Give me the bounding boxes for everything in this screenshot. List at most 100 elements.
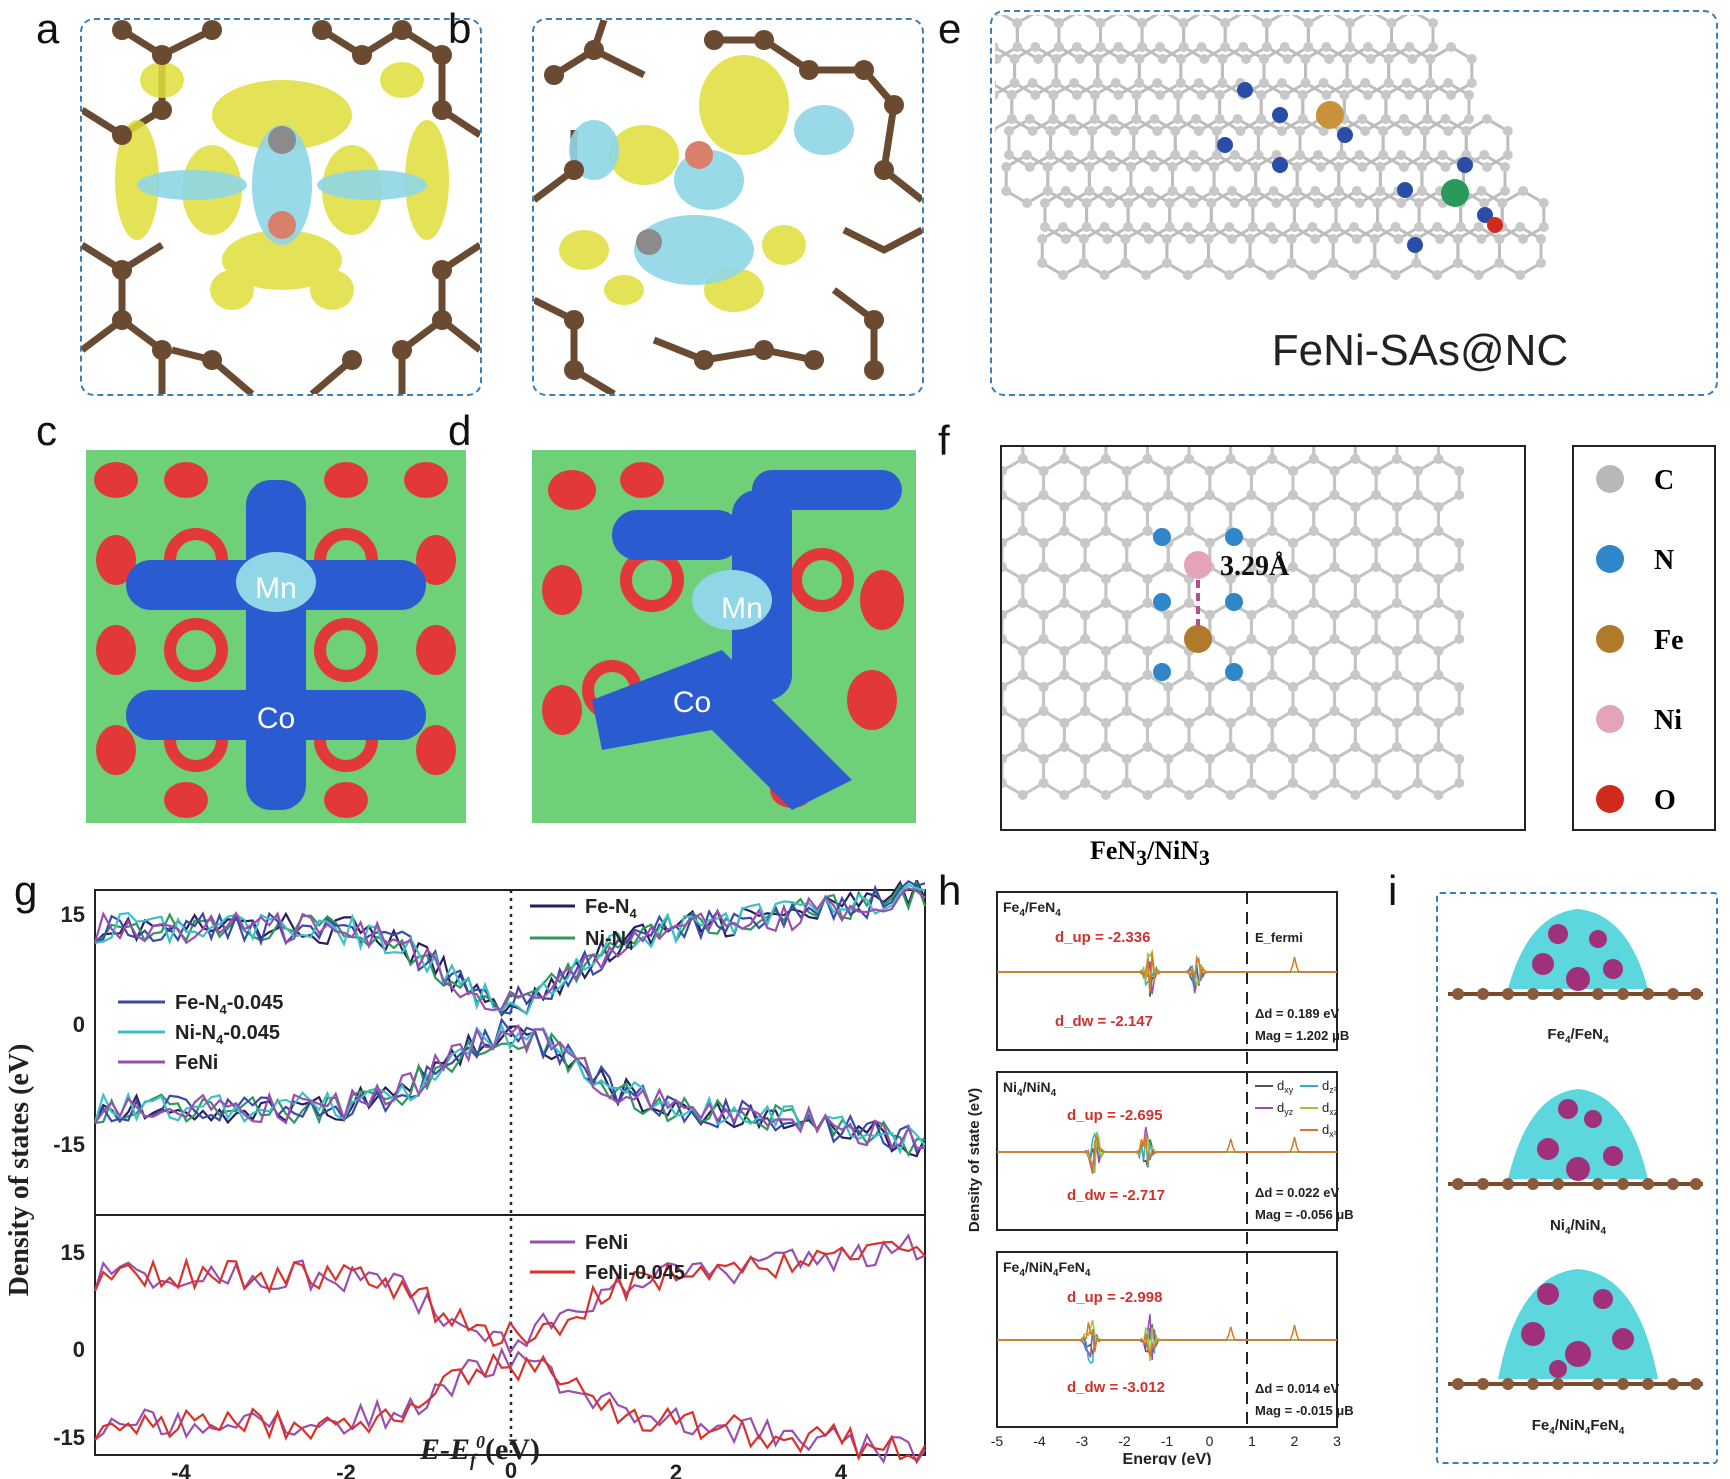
i-structure-1 — [1448, 909, 1703, 1000]
fenisas-caption: FeNi-SAs@NC — [1272, 326, 1568, 375]
svg-text:dxy: dxy — [1277, 1078, 1294, 1095]
g-bottom-axes — [94, 1214, 926, 1456]
legend-o-label: O — [1654, 785, 1676, 816]
svg-text:0: 0 — [1206, 1433, 1214, 1449]
panel-i-frame — [1436, 892, 1718, 1464]
svg-text:-4: -4 — [171, 1460, 191, 1479]
panel-label-i: i — [1388, 867, 1398, 914]
panel-b-frame — [532, 18, 924, 396]
mn-label-c: Mn — [255, 572, 297, 605]
legend-fe-label: Fe — [1654, 625, 1684, 656]
g-leg-fen4-0045: Fe-N4-0.045 — [175, 992, 283, 1017]
legend-fe-swatch — [1596, 625, 1624, 653]
h3-delta: Δd = 0.014 eV — [1255, 1381, 1339, 1396]
legend-items: C N Fe Ni O — [1596, 465, 1684, 816]
g-leg-feni-0045: FeNi-0.045 — [585, 1262, 685, 1284]
panel-label-f: f — [938, 417, 950, 464]
co-label-c: Co — [257, 702, 295, 735]
svg-text:4: 4 — [835, 1460, 848, 1479]
panel-e-structure: FeNi-SAs@NC — [995, 15, 1568, 375]
h2-ddw: d_dw = -2.717 — [1067, 1187, 1165, 1204]
panel-label-d: d — [448, 407, 472, 454]
h3-mag: Mag = -0.015 μB — [1255, 1403, 1354, 1418]
svg-text:-2: -2 — [336, 1460, 356, 1479]
co-label-d: Co — [673, 686, 711, 719]
panel-label-e: e — [938, 5, 962, 52]
svg-text:-15: -15 — [53, 1132, 85, 1157]
svg-text:-3: -3 — [1076, 1433, 1089, 1449]
h3-dup: d_up = -2.998 — [1067, 1289, 1162, 1306]
h1-mag: Mag = 1.202 μB — [1255, 1028, 1349, 1043]
i2-label: Ni4/NiN4 — [1550, 1217, 1607, 1237]
svg-text:0: 0 — [73, 1012, 85, 1037]
panel-a-charge-density — [82, 20, 480, 394]
panel-h-pdos-chart: Fe4/FeN4 Ni4/NiN4 Fe4/NiN4FeN4 d_up = -2… — [966, 891, 1354, 1465]
svg-text:0: 0 — [505, 1458, 517, 1479]
panel-f-structure: 3.29Å — [1002, 447, 1465, 800]
h1-delta: Δd = 0.189 eV — [1255, 1006, 1339, 1021]
svg-text:3: 3 — [1333, 1433, 1341, 1449]
legend-n-label: N — [1654, 545, 1674, 576]
i3-label: Fe4/NiN4FeN4 — [1532, 1417, 1625, 1437]
i-structure-2 — [1448, 1089, 1703, 1190]
svg-text:-5: -5 — [991, 1433, 1004, 1449]
h2-title: Ni4/NiN4 — [1003, 1079, 1057, 1099]
h-ylabel: Density of state (eV) — [966, 1088, 983, 1232]
legend-ni-swatch — [1596, 705, 1624, 733]
g-leg-nin4-0045: Ni-N4-0.045 — [175, 1022, 280, 1047]
legend-n-swatch — [1596, 545, 1624, 573]
mn-label-d: Mn — [721, 592, 763, 625]
svg-text:2: 2 — [1291, 1433, 1299, 1449]
i1-label: Fe4/FeN4 — [1547, 1026, 1609, 1046]
panel-d-elf-map: Mn Co — [532, 450, 916, 823]
panel-g-dos-chart: 15 0 -15 15 0 -15 -4 -2 0 2 4 Fe-N4 Ni-N4 Fe-N4-… — [4, 880, 927, 1479]
distance-label: 3.29Å — [1220, 551, 1290, 582]
panel-label-g: g — [14, 867, 38, 914]
panel-f-frame — [1000, 445, 1526, 831]
svg-text:-15: -15 — [53, 1425, 85, 1450]
h1-ddw: d_dw = -2.147 — [1055, 1013, 1153, 1030]
panel-label-h: h — [938, 867, 962, 914]
g-leg-feni-bot: FeNi — [585, 1232, 628, 1254]
h-sub1-axes — [996, 891, 1338, 1051]
svg-text:-2: -2 — [1118, 1433, 1131, 1449]
g-leg-feni: FeNi — [175, 1052, 218, 1074]
g-leg-fen4: Fe-N4 — [585, 896, 637, 921]
h-xticks: -5 -4 -3 -2 -1 0 1 2 3 — [991, 1433, 1341, 1449]
g-xlabel: E-Ef0(eV) — [420, 1432, 540, 1470]
svg-text:2: 2 — [670, 1460, 682, 1479]
g-xticks: -4 -2 0 2 4 — [171, 1458, 848, 1479]
svg-text:0: 0 — [73, 1337, 85, 1362]
h2-dup: d_up = -2.695 — [1067, 1107, 1162, 1124]
g-ylabel: Density of states (eV) — [4, 1044, 35, 1297]
i-structure-3 — [1448, 1269, 1703, 1390]
legend-ni-label: Ni — [1654, 705, 1682, 736]
h2-delta: Δd = 0.022 eV — [1255, 1185, 1339, 1200]
svg-text:1: 1 — [1248, 1433, 1256, 1449]
panel-e-frame — [990, 10, 1718, 396]
h-orbital-legend: dxy dz² dyz dxz dx² — [1255, 1078, 1339, 1139]
panel-label-a: a — [36, 5, 60, 52]
svg-text:15: 15 — [61, 902, 85, 927]
legend-o-swatch — [1596, 785, 1624, 813]
legend-c-swatch — [1596, 465, 1624, 493]
svg-text:dx²: dx² — [1322, 1122, 1337, 1139]
h1-title: Fe4/FeN4 — [1003, 899, 1061, 919]
h3-ddw: d_dw = -3.012 — [1067, 1379, 1165, 1396]
svg-text:15: 15 — [61, 1240, 85, 1265]
element-legend — [1572, 445, 1716, 831]
svg-text:-1: -1 — [1161, 1433, 1174, 1449]
panel-label-c: c — [36, 407, 57, 454]
svg-text:dyz: dyz — [1277, 1100, 1294, 1117]
legend-c-label: C — [1654, 465, 1674, 496]
h-fermi-label: E_fermi — [1255, 930, 1303, 945]
panel-a-frame — [80, 18, 482, 396]
svg-text:-4: -4 — [1033, 1433, 1046, 1449]
h2-mag: Mag = -0.056 μB — [1255, 1207, 1354, 1222]
svg-text:dz²: dz² — [1322, 1078, 1337, 1095]
panel-f-caption: FeN3/NiN3 — [1090, 836, 1210, 871]
h1-dup: d_up = -2.336 — [1055, 929, 1150, 946]
h-sub2-axes — [996, 1071, 1338, 1231]
g-leg-nin4: Ni-N4 — [585, 928, 634, 953]
panel-c-elf-map: Mn Co — [86, 450, 466, 823]
